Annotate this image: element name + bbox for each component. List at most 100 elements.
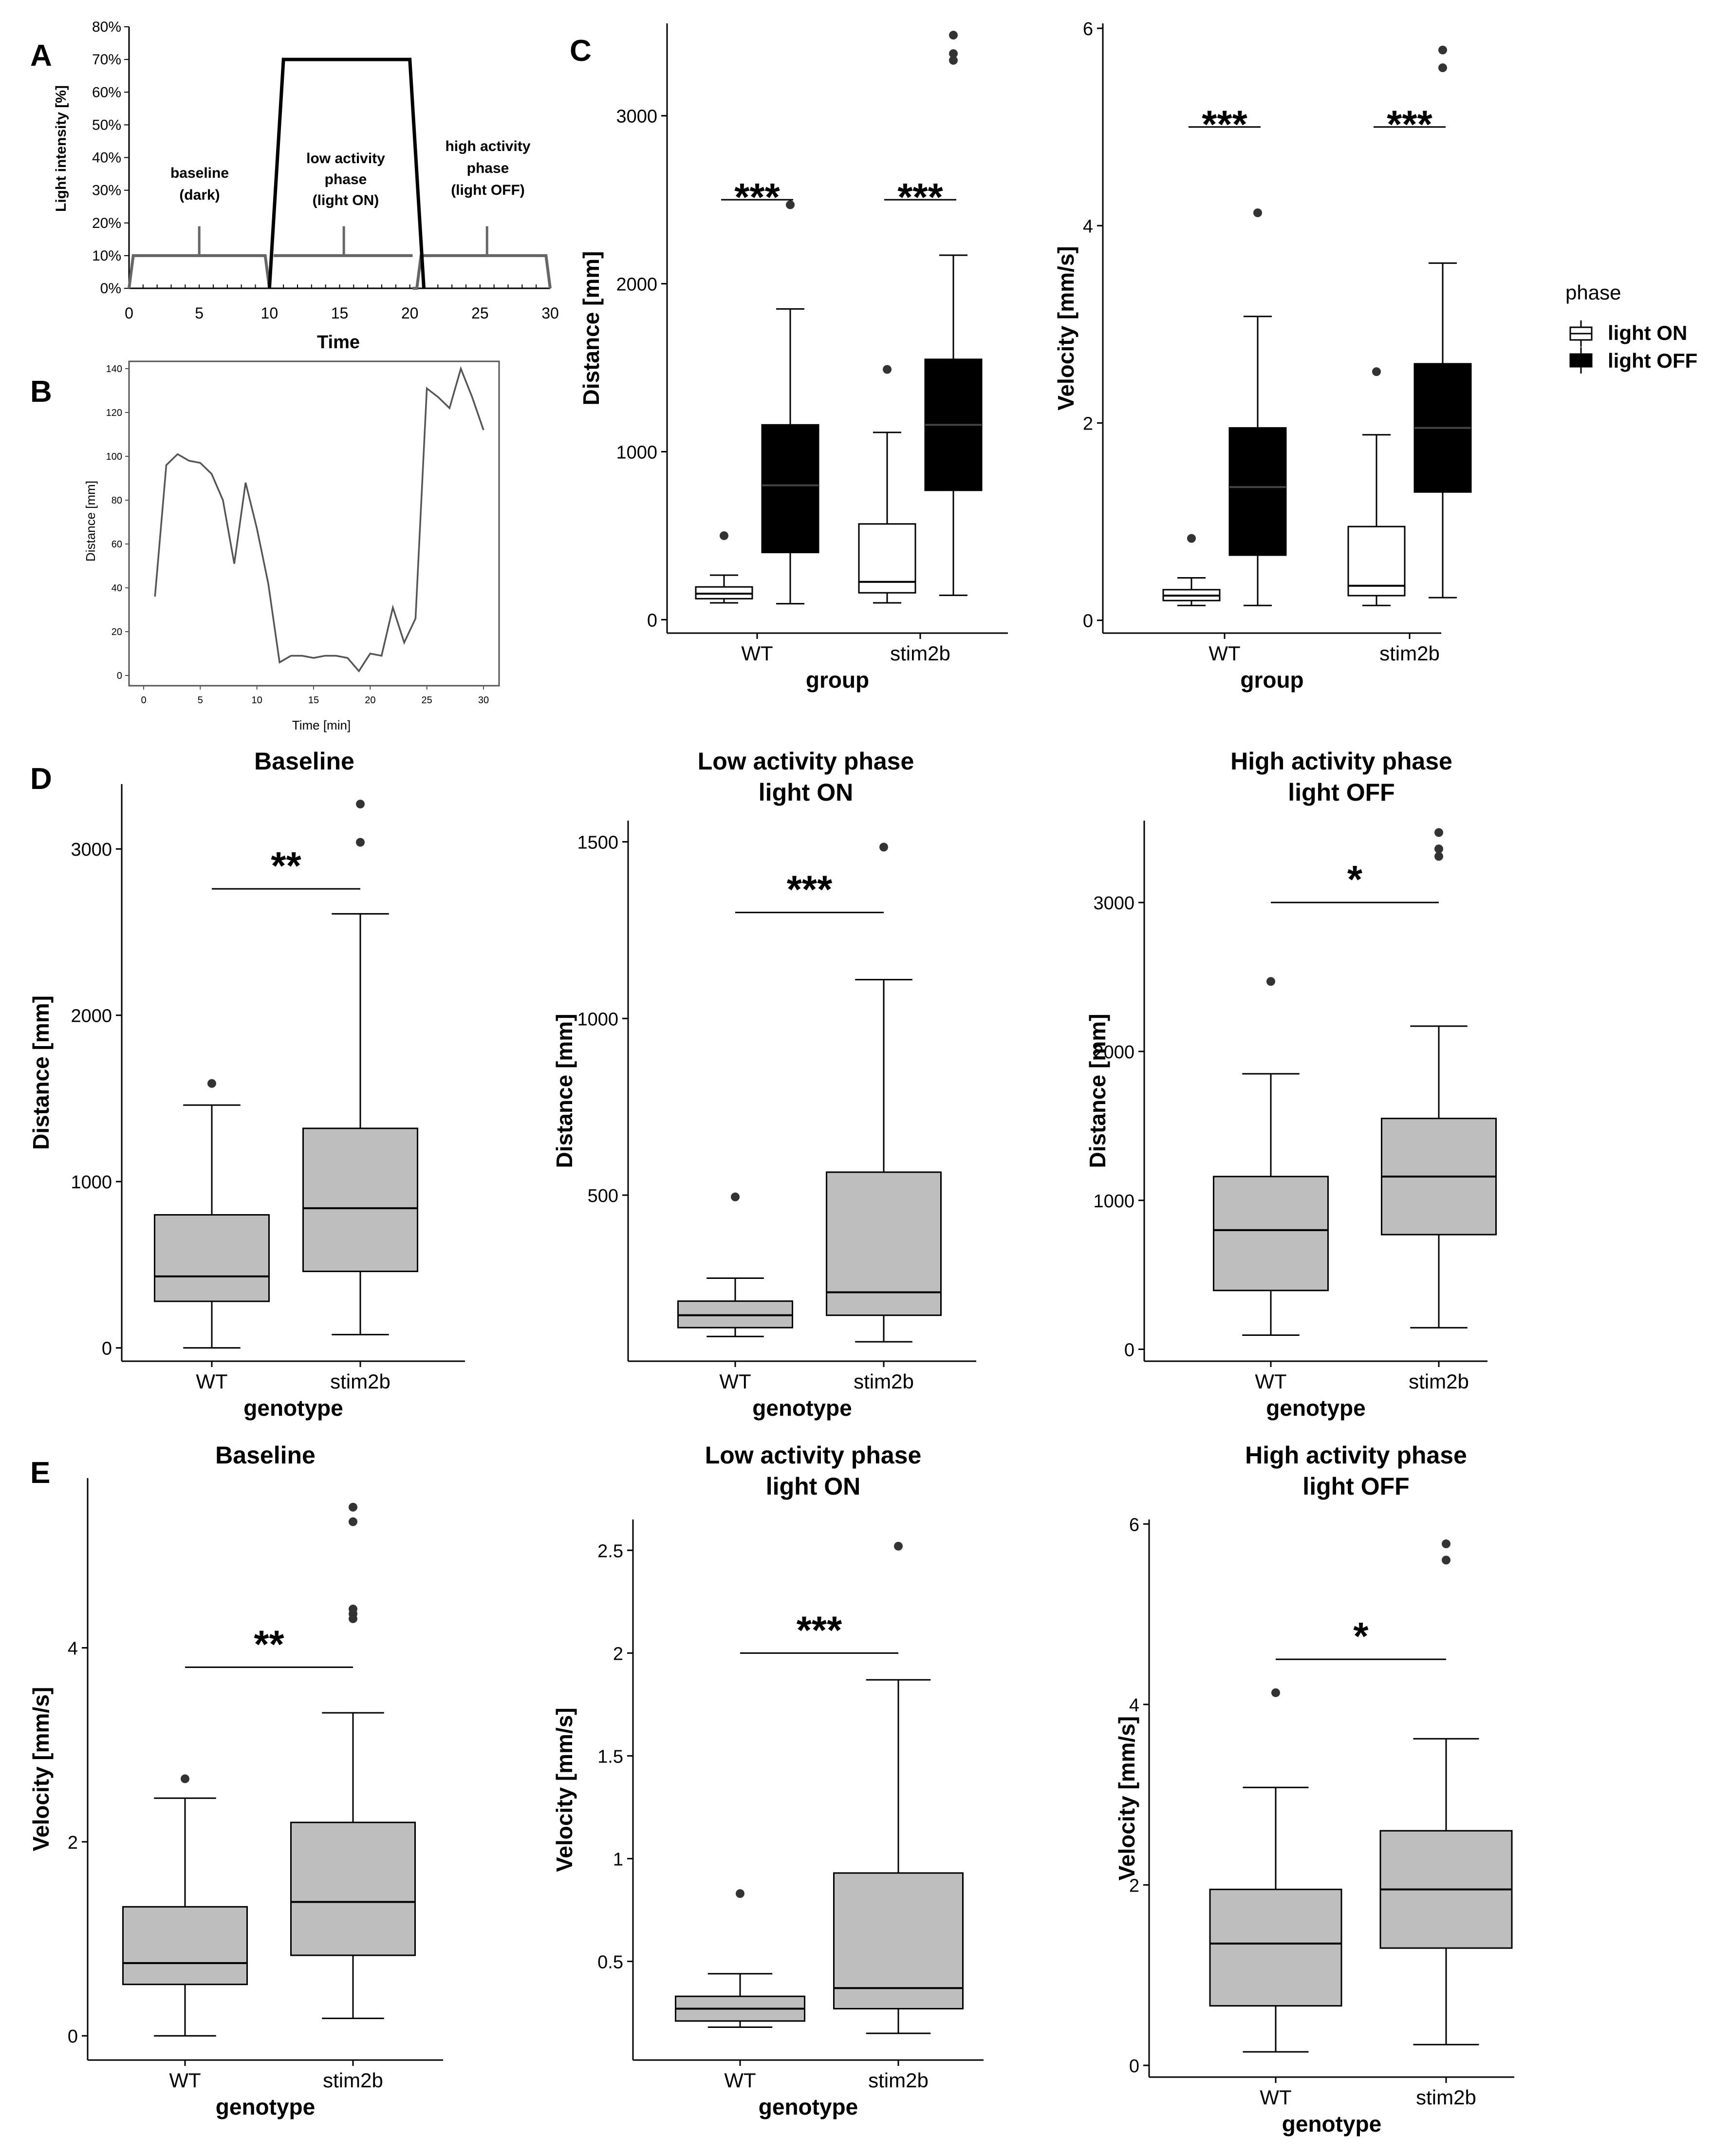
panel-C1-y-tick-label: 1000 — [616, 443, 657, 463]
panel-C1-outlier-point — [720, 531, 728, 540]
panel-E2-y-tick-label: 2 — [613, 1644, 623, 1664]
panel-d-high-activity-boxplot: 0 1000 2000 3000 Distance [mm] genotype High a… — [1085, 748, 1497, 1421]
panel-C2-x-axis-label: group — [1240, 667, 1303, 693]
panel-C2-box — [1228, 427, 1287, 556]
panel-D1-box — [302, 1127, 418, 1273]
panel-E2-y-tick-label: 2.5 — [597, 1541, 623, 1561]
panel-a-y-tick-label: 40% — [92, 150, 121, 166]
panel-C2-y-tick-label: 6 — [1083, 19, 1093, 39]
panel-C2-x-tick-label: stim2b — [1379, 642, 1440, 665]
panel-D2-outlier-point — [879, 843, 888, 852]
annotation-high-activity-line-3: (light OFF) — [451, 182, 525, 198]
panel-E3-y-tick-label: 0 — [1129, 2056, 1139, 2077]
panel-E1-box — [290, 1821, 416, 1956]
panel-E3-y-tick-label: 4 — [1129, 1695, 1139, 1716]
panel-D3-significance-label: * — [1347, 858, 1363, 901]
panel-D2-outlier-point — [731, 1192, 740, 1201]
panel-C2-significance-label: *** — [1387, 103, 1432, 146]
panel-C1-x-tick-label: stim2b — [890, 642, 950, 665]
panel-E1-x-tick-label: WT — [169, 2069, 201, 2092]
panel-label-b: B — [30, 375, 52, 409]
panel-D3-box — [1213, 1176, 1329, 1292]
panel-a-x-tick-label: 30 — [541, 304, 559, 322]
panel-b-y-tick-label: 0 — [117, 671, 122, 681]
panel-b-x-axis-label: Time [min] — [292, 718, 351, 732]
panel-E2-significance-label: *** — [797, 1608, 842, 1651]
panel-D3-y-tick-label: 1000 — [1093, 1191, 1134, 1212]
panel-b-x-tick-label: 30 — [478, 695, 489, 706]
panel-E3-x-tick-label: WT — [1260, 2086, 1291, 2109]
panel-C2-outlier-point — [1372, 367, 1381, 376]
panel-D1-outlier-point — [356, 799, 365, 808]
panel-d-low-activity-boxplot: 500 1000 1500 Distance [mm] genotype Low acti… — [552, 748, 976, 1421]
panel-D1-y-tick-label: 0 — [102, 1339, 112, 1359]
panel-a-y-tick-label: 10% — [92, 248, 121, 264]
panel-D1-box — [154, 1214, 270, 1302]
panel-E1-x-axis-label: genotype — [216, 2094, 315, 2119]
panel-D1-x-tick-label: stim2b — [330, 1370, 390, 1393]
panel-a-y-tick-label: 60% — [92, 84, 121, 100]
panel-C1-y-tick-label: 0 — [647, 610, 657, 631]
panel-C2-outlier-point — [1438, 45, 1447, 55]
panel-D3-y-axis-label: Distance [mm] — [1085, 1014, 1110, 1168]
panel-a-y-tick-label: 50% — [92, 117, 121, 133]
legend-label-light-off: light OFF — [1608, 349, 1697, 372]
panel-b-distance-line — [154, 366, 484, 673]
panel-E2-y-tick-label: 1.5 — [597, 1746, 623, 1767]
panel-D2-title-line: light ON — [759, 779, 853, 806]
panel-D2-y-tick-label: 500 — [588, 1186, 618, 1206]
panel-a-dark-trace-segment — [128, 254, 271, 289]
panel-label-d: D — [30, 762, 52, 796]
panel-a-y-tick-label: 0% — [100, 281, 121, 297]
panel-C2-outlier-point — [1438, 63, 1447, 73]
panel-E2-y-axis-label: Velocity [mm/s] — [552, 1707, 577, 1872]
panel-D3-outlier-point — [1266, 977, 1275, 986]
panel-d-baseline-boxplot: 0 1000 2000 3000 Distance [mm] genotype Baseli… — [28, 748, 465, 1421]
panel-b-y-tick-label: 100 — [106, 451, 122, 462]
panel-E2-x-tick-label: stim2b — [868, 2069, 929, 2092]
panel-D1-y-tick-label: 3000 — [71, 840, 112, 860]
panel-E3-x-tick-label: stim2b — [1416, 2086, 1476, 2109]
panel-E3-outlier-point — [1442, 1539, 1450, 1549]
panel-E1-outlier-point — [349, 1604, 357, 1613]
panel-E3-box — [1209, 1889, 1342, 2007]
panel-E2-outlier-point — [736, 1889, 744, 1898]
panel-a-y-tick-label: 20% — [92, 215, 121, 231]
panel-C1-y-tick-label: 2000 — [616, 275, 657, 295]
panel-C2-y-tick-label: 0 — [1083, 611, 1093, 632]
panel-a-y-tick-label: 30% — [92, 183, 121, 199]
panel-E3-significance-label: * — [1353, 1614, 1369, 1658]
panel-E1-y-tick-label: 2 — [68, 1833, 78, 1853]
panel-C1-outlier-point — [883, 365, 892, 374]
panel-label-c: C — [570, 34, 592, 68]
panel-E3-y-tick-label: 2 — [1129, 1875, 1139, 1896]
legend-key-light-on — [1569, 320, 1593, 347]
panel-b-y-tick-label: 60 — [112, 539, 122, 550]
annotation-low-activity-line-1: low activity — [306, 150, 385, 167]
panel-e-low-activity-boxplot: 0.5 1 1.5 2 2.5 Velocity [mm/s] genotype Low ac… — [552, 1442, 984, 2119]
panel-C1-y-axis-label: Distance [mm] — [578, 251, 604, 406]
panel-a-x-tick-label: 5 — [195, 304, 204, 322]
panel-C1-outlier-point — [949, 31, 958, 40]
panel-E1-outlier-point — [349, 1502, 357, 1512]
panel-C1-x-axis-label: group — [806, 667, 869, 693]
panel-C1-outlier-point — [949, 56, 958, 65]
panel-D3-x-tick-label: stim2b — [1409, 1370, 1469, 1393]
panel-a-x-tick-label: 15 — [331, 304, 349, 322]
panel-E2-y-tick-label: 0.5 — [597, 1952, 623, 1972]
panel-b-x-tick-label: 5 — [198, 695, 203, 706]
panel-D2-x-tick-label: stim2b — [854, 1370, 914, 1393]
panel-a-y-tick-label: 80% — [92, 19, 121, 35]
panel-C2-outlier-point — [1253, 208, 1262, 217]
panel-a-x-tick-label: 25 — [471, 304, 489, 322]
annotation-low-activity-line-2: phase — [325, 171, 367, 187]
panel-D3-y-tick-label: 0 — [1124, 1340, 1134, 1361]
panel-E3-x-axis-label: genotype — [1282, 2111, 1381, 2137]
panel-D1-outlier-point — [356, 838, 365, 847]
panel-b-y-tick-label: 40 — [112, 583, 122, 594]
panel-C2-box — [1347, 525, 1406, 597]
panel-D3-title-line: light OFF — [1288, 779, 1394, 806]
panel-c-distance-boxplot: 0 1000 2000 3000 Distance [mm] group WT stim2b *… — [578, 23, 1008, 693]
